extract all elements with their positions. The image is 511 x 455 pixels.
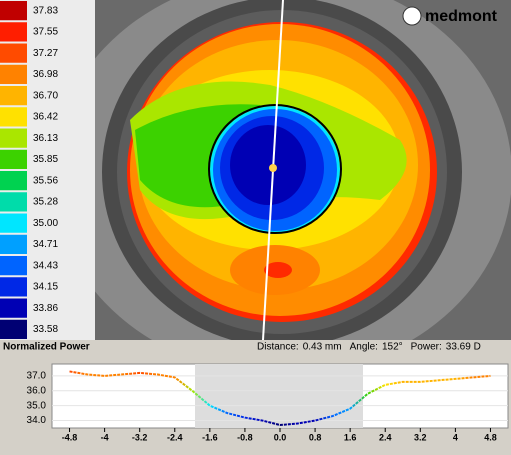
legend-title: Normalized Power xyxy=(3,342,90,353)
y-tick-label: 34.0 xyxy=(27,415,47,426)
legend-label: 35.56 xyxy=(33,175,58,186)
legend-swatch xyxy=(0,22,27,42)
x-tick-label: -4 xyxy=(101,432,109,442)
legend-label: 36.13 xyxy=(33,133,58,144)
legend-label: 34.15 xyxy=(33,282,58,293)
legend-swatch xyxy=(0,213,27,233)
x-tick-label: 0.8 xyxy=(309,432,322,442)
legend-swatch xyxy=(0,149,27,169)
legend-label: 33.58 xyxy=(33,324,58,335)
legend-label: 35.00 xyxy=(33,218,58,229)
legend-label: 37.83 xyxy=(33,5,58,16)
legend-swatch xyxy=(0,128,27,148)
status-value: 0.43 mm xyxy=(303,342,342,353)
logo: medmont xyxy=(425,8,498,25)
x-tick-label: 0.0 xyxy=(274,432,287,442)
status-value: 33.69 D xyxy=(446,342,481,353)
zone-shade xyxy=(195,364,363,428)
legend-swatch xyxy=(0,43,27,63)
eye-image xyxy=(95,0,511,340)
x-tick-label: -2.4 xyxy=(167,432,183,442)
y-tick-label: 36.0 xyxy=(27,385,47,396)
legend-label: 33.86 xyxy=(33,303,58,314)
legend-label: 36.70 xyxy=(33,90,58,101)
x-tick-label: 4.8 xyxy=(484,432,497,442)
legend-swatch xyxy=(0,86,27,106)
legend-label: 35.28 xyxy=(33,197,58,208)
legend-swatch xyxy=(0,107,27,127)
status-value: 152° xyxy=(382,342,403,353)
legend-swatch xyxy=(0,192,27,212)
legend-label: 34.71 xyxy=(33,239,58,250)
legend-swatch xyxy=(0,319,27,339)
x-tick-label: 3.2 xyxy=(414,432,427,442)
legend-swatch xyxy=(0,256,27,276)
x-tick-label: -4.8 xyxy=(62,432,78,442)
legend-label: 36.98 xyxy=(33,69,58,80)
x-tick-label: -0.8 xyxy=(237,432,253,442)
legend-label: 36.42 xyxy=(33,112,58,123)
x-tick-label: 4 xyxy=(453,432,458,442)
legend-label: 37.55 xyxy=(33,27,58,38)
status-label: Power: xyxy=(411,342,442,353)
legend-label: 37.27 xyxy=(33,48,58,59)
legend-swatch xyxy=(0,298,27,318)
x-tick-label: -1.6 xyxy=(202,432,218,442)
legend-swatch xyxy=(0,234,27,254)
x-tick-label: -3.2 xyxy=(132,432,148,442)
status-label: Angle: xyxy=(350,342,378,353)
x-tick-label: 2.4 xyxy=(379,432,392,442)
legend-swatch xyxy=(0,1,27,21)
x-tick-label: 1.6 xyxy=(344,432,357,442)
legend-swatch xyxy=(0,171,27,191)
legend-label: 34.43 xyxy=(33,260,58,271)
legend-swatch xyxy=(0,64,27,84)
legend-swatch xyxy=(0,277,27,297)
legend-label: 35.85 xyxy=(33,154,58,165)
y-tick-label: 37.0 xyxy=(27,371,47,382)
status-label: Distance: xyxy=(257,342,299,353)
y-tick-label: 35.0 xyxy=(27,400,47,411)
status-bar: Distance: 0.43 mm Angle: 152° Power: 33.69 D xyxy=(257,342,481,353)
profile-line xyxy=(69,370,491,427)
